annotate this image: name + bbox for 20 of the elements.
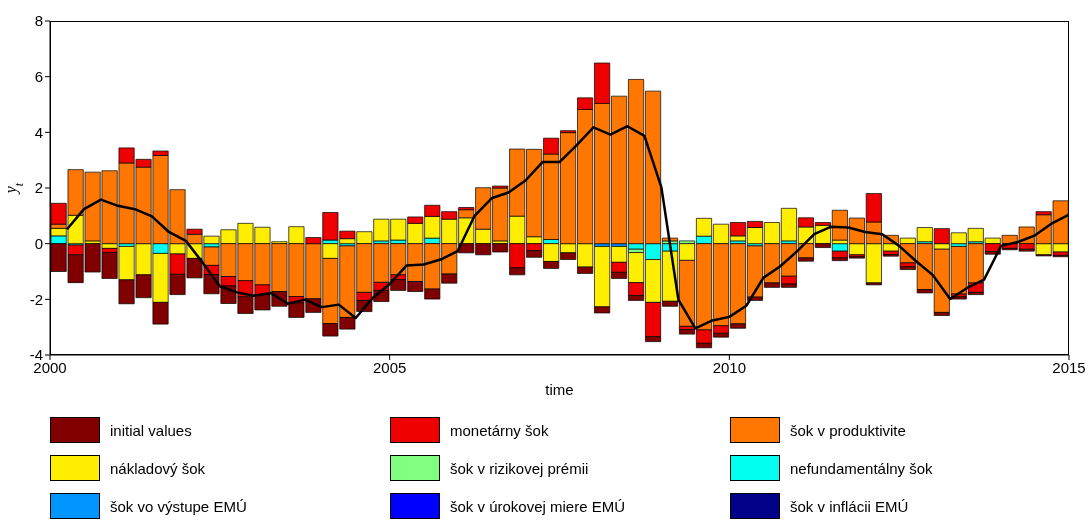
- x-tick-label: 2005: [372, 358, 407, 376]
- y-tick-label: 8: [34, 12, 43, 30]
- legend-label: šok v produktivite: [790, 421, 906, 439]
- y-tick-label: 4: [34, 123, 43, 141]
- y-tick-label: -2: [29, 290, 43, 308]
- y-tick-label: 2: [34, 179, 43, 197]
- x-axis-title: time: [545, 381, 574, 398]
- y-tick-label: 6: [34, 67, 43, 85]
- y-tick-label: -4: [29, 346, 43, 364]
- legend-label: monetárny šok: [450, 421, 549, 439]
- y-tick-label: 0: [34, 234, 43, 252]
- legend-label: šok v inflácii EMÚ: [790, 497, 909, 515]
- legend-label: nefundamentálny šok: [790, 459, 933, 477]
- legend-label: šok v rizikovej prémii: [450, 459, 589, 477]
- legend-label: initial values: [110, 421, 192, 439]
- legend-label: šok vo výstupe EMÚ: [110, 497, 247, 515]
- x-tick-label: 2010: [712, 358, 747, 376]
- legend-label: nákladový šok: [110, 459, 206, 477]
- x-tick-label: 2015: [1052, 358, 1086, 376]
- legend-label: šok v úrokovej miere EMÚ: [450, 497, 626, 515]
